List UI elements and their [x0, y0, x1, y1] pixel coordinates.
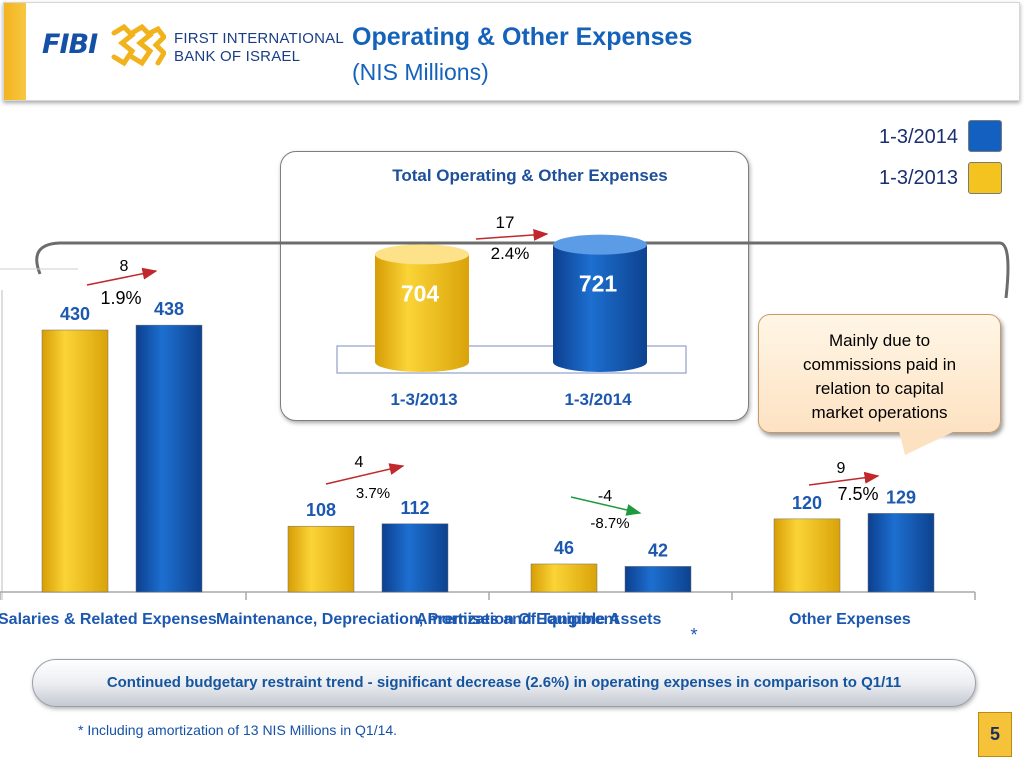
bank-name-line2: BANK OF ISRAEL [174, 48, 301, 65]
bar-value-label: 438 [154, 299, 184, 319]
callout-line: Mainly due to [828, 331, 931, 350]
category-label: Other Expenses [789, 611, 911, 628]
header-accent-bar [4, 3, 26, 100]
legend-swatch-2013 [968, 162, 1002, 194]
change-arrow [808, 471, 880, 486]
inset-category-label: 1-3/2014 [564, 390, 632, 409]
slide-subtitle: (NIS Millions) [352, 59, 489, 85]
category-label: Amortization Of Tangible Assets [416, 611, 661, 628]
page-number: 5 [978, 712, 1012, 757]
chart-bracket [35, 241, 1010, 299]
bar-value-label: 46 [554, 538, 574, 558]
fibi-logo-mark-icon [111, 23, 166, 67]
bar-2013 [287, 525, 355, 593]
change-value: -4 [598, 488, 612, 505]
change-value: 9 [837, 460, 846, 477]
change-percent: 3.7% [356, 485, 390, 502]
change-value: 4 [355, 454, 364, 471]
inset-cylinder-body [553, 244, 647, 372]
change-arrow [86, 267, 158, 286]
inset-bar-value: 721 [579, 271, 618, 297]
bar-2013 [530, 563, 598, 593]
category-label: Salaries & Related Expenses [0, 611, 217, 628]
bar-value-label: 430 [60, 304, 90, 324]
category-marker: * [690, 625, 697, 645]
bar-2014 [867, 513, 935, 593]
change-arrow [570, 496, 642, 516]
change-percent: -8.7% [590, 515, 629, 532]
change-value: 8 [120, 258, 129, 275]
fibi-logo: FIBI [42, 29, 98, 60]
legend-label-2013: 1-3/2013 [879, 167, 958, 189]
callout-line: commissions paid in [802, 355, 957, 374]
callout-line: market operations [811, 403, 948, 422]
category-label: Maintenance, Depreciation, Premises and … [216, 611, 619, 628]
bar-2014 [135, 324, 203, 593]
other-expenses-callout: Mainly due to commissions paid in relati… [758, 314, 1001, 433]
inset-category-label: 1-3/2013 [390, 390, 457, 409]
bank-name-line1: FIRST INTERNATIONAL [174, 30, 344, 47]
inset-change-arrow [475, 228, 549, 241]
inset-bar-value: 704 [401, 280, 440, 306]
bar-2013 [773, 518, 841, 593]
summary-banner: Continued budgetary restraint trend - si… [32, 659, 976, 707]
bar-2014 [624, 566, 692, 593]
callout-line: relation to capital [815, 379, 944, 398]
slide-title: Operating & Other Expenses [352, 23, 693, 51]
change-percent: 1.9% [100, 288, 141, 308]
bar-value-label: 120 [792, 493, 822, 513]
inset-cylinder-top [375, 244, 469, 265]
change-arrow [325, 463, 405, 485]
change-percent: 7.5% [837, 484, 878, 504]
slide-header: FIBI FIRST INTERNATIONAL BANK OF ISRAEL … [3, 2, 1020, 101]
inset-chart-title: Total Operating & Other Expenses [392, 166, 668, 185]
inset-change-percent: 2.4% [491, 244, 530, 263]
legend-label-2014: 1-3/2014 [879, 126, 958, 148]
bar-2013 [41, 329, 109, 593]
legend-swatch-2014 [968, 120, 1002, 152]
bar-2014 [381, 523, 449, 593]
callout-tail [899, 431, 955, 455]
inset-cylinder-top [553, 234, 647, 255]
bar-value-label: 108 [306, 500, 336, 520]
inset-cylinder-body [375, 254, 469, 372]
total-expenses-panel [280, 151, 749, 421]
bar-value-label: 112 [400, 498, 429, 518]
bar-value-label: 129 [886, 487, 916, 507]
inset-change-value: 17 [496, 213, 515, 232]
footnote: * Including amortization of 13 NIS Milli… [78, 722, 398, 738]
bar-value-label: 42 [648, 540, 668, 560]
